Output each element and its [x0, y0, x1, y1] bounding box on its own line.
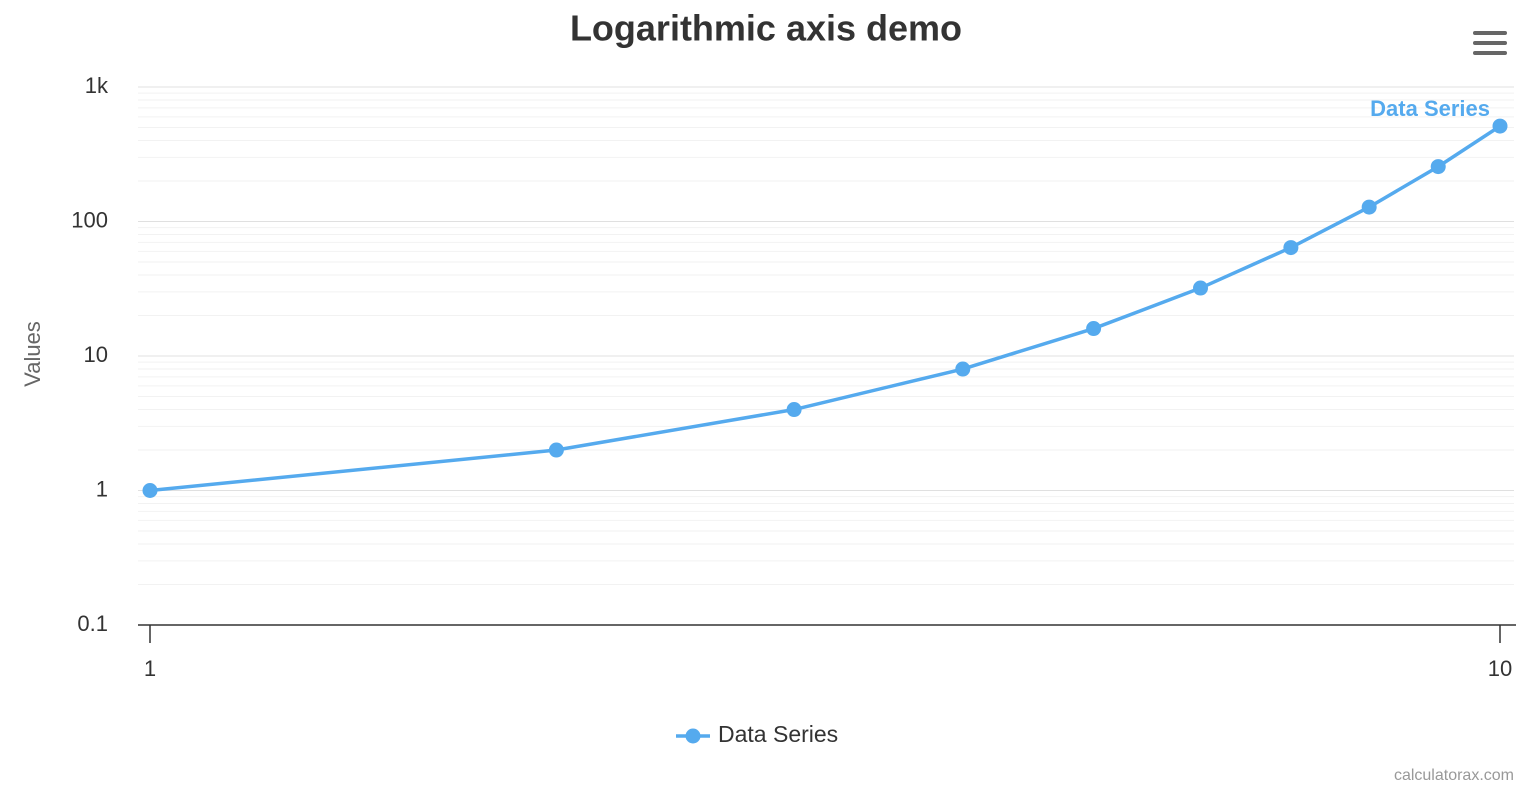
- x-tick-label: 10: [1488, 656, 1512, 681]
- y-tick-label: 10: [84, 342, 108, 367]
- grid: [138, 86, 1514, 626]
- data-point: [1086, 321, 1102, 337]
- y-tick-label: 1: [96, 476, 108, 501]
- legend-label: Data Series: [718, 721, 838, 747]
- data-point: [1430, 159, 1446, 175]
- menu-bar: [1473, 41, 1507, 45]
- data-point: [1361, 199, 1377, 215]
- y-tick-label: 1k: [85, 73, 109, 98]
- data-point: [142, 483, 158, 498]
- series-label: Data Series: [1370, 96, 1490, 121]
- series-line: [149, 124, 1501, 493]
- y-tick-label: 0.1: [77, 611, 108, 636]
- legend-marker: [685, 728, 701, 744]
- data-point: [786, 402, 802, 418]
- x-tick-label: 1: [144, 656, 156, 681]
- y-axis-title: Values: [20, 321, 45, 387]
- menu-button[interactable]: [1473, 31, 1507, 55]
- y-tick-label: 100: [71, 207, 108, 232]
- data-point: [955, 361, 971, 377]
- data-point: [1492, 118, 1508, 134]
- menu-bar: [1473, 31, 1507, 35]
- menu-bar: [1473, 51, 1507, 55]
- data-point: [1193, 280, 1209, 296]
- chart-title: Logarithmic axis demo: [570, 8, 962, 49]
- credits[interactable]: calculatorax.com: [1394, 767, 1514, 784]
- data-point: [548, 442, 564, 458]
- data-point: [1283, 240, 1299, 256]
